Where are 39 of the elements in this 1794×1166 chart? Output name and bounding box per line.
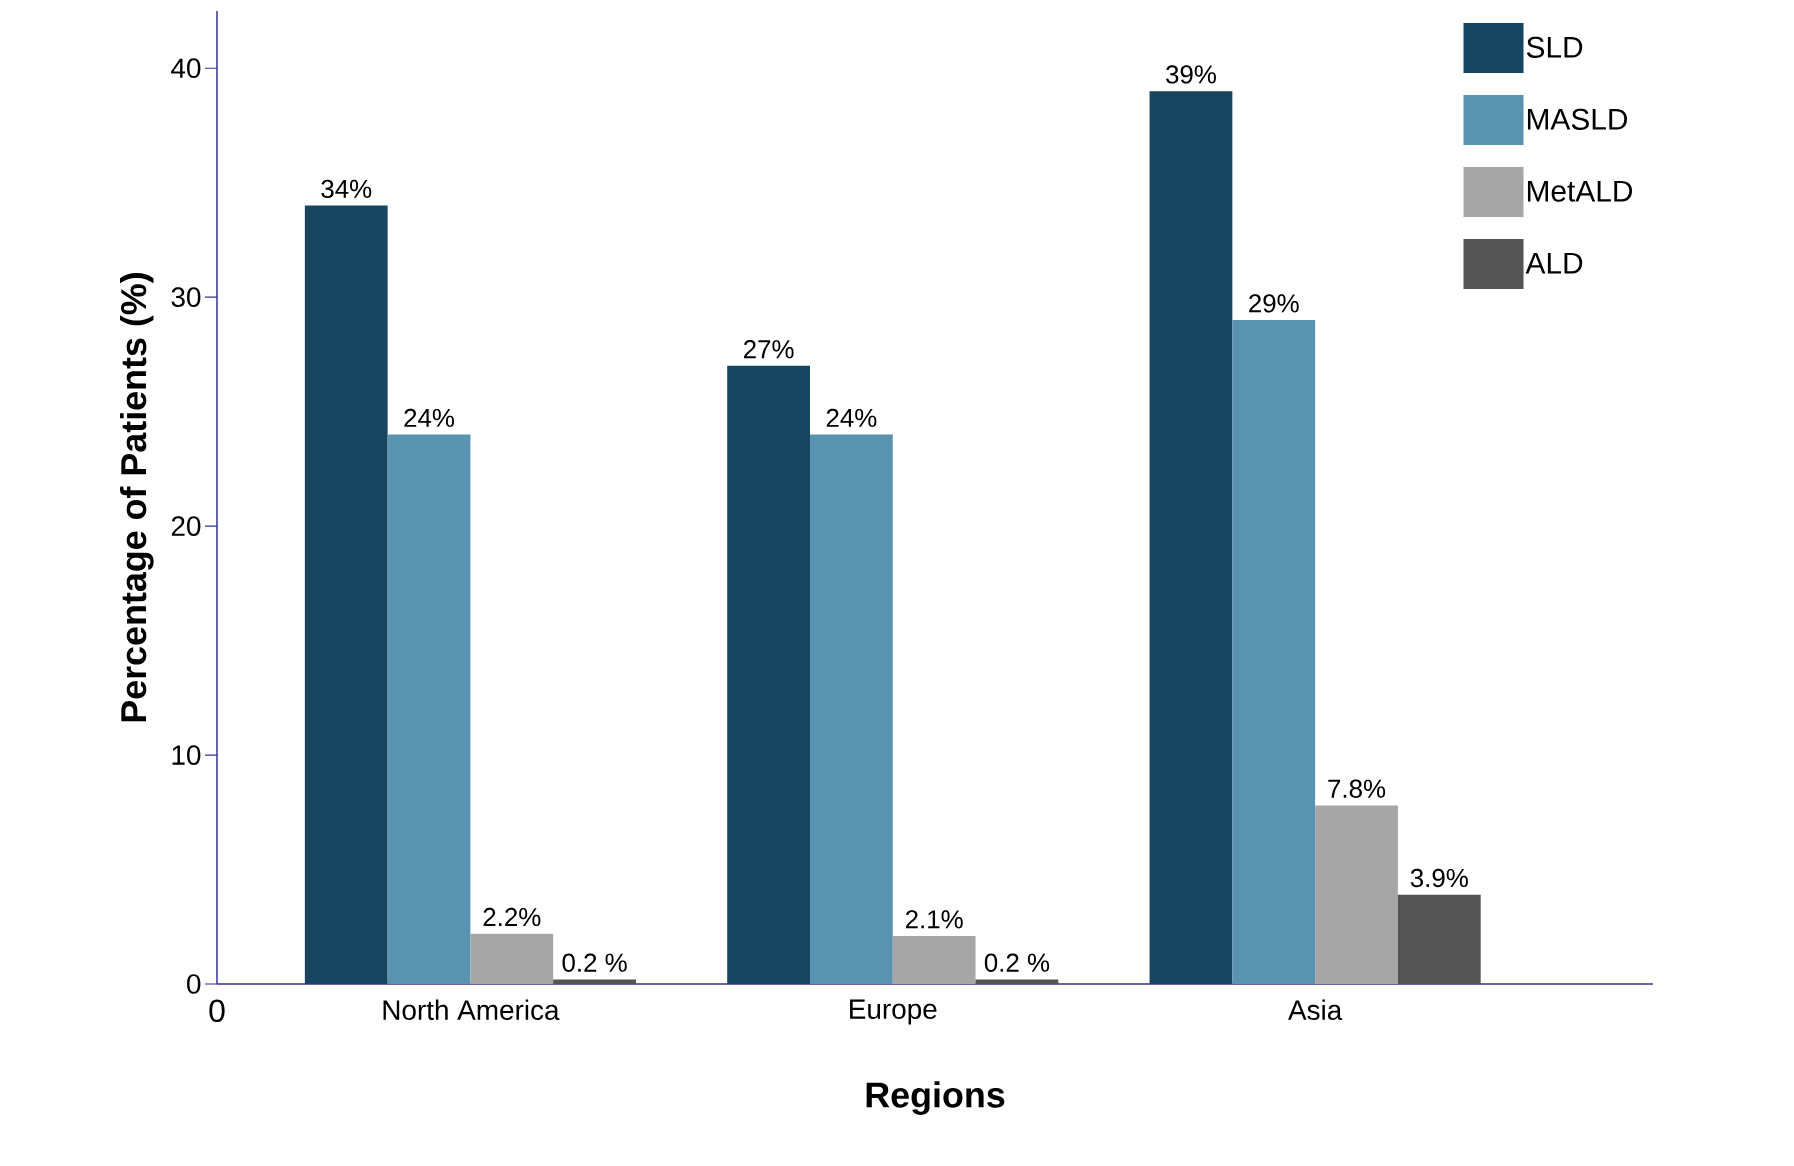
data-label: 7.8% — [1328, 779, 1386, 798]
data-label: 24% — [404, 408, 455, 428]
legend-label: MASLD — [1527, 108, 1628, 130]
x-axis-title: Regions — [866, 1081, 1005, 1115]
bar — [1149, 91, 1233, 984]
bar — [1397, 894, 1481, 984]
data-label: 27% — [743, 340, 794, 359]
data-label: 3.9% — [1410, 868, 1468, 888]
x-tick-label: North America — [383, 999, 560, 1020]
data-label: 0.2 % — [984, 953, 1050, 972]
bar — [809, 434, 893, 984]
bar — [892, 935, 976, 984]
bar — [727, 365, 810, 984]
bar — [304, 205, 388, 984]
y-axis-title: Percentage of Patients (%) — [120, 273, 154, 722]
legend-label: ALD — [1525, 252, 1583, 274]
y-tick-label: 0 — [187, 974, 201, 994]
y-tick-label: 20 — [171, 516, 201, 536]
x-tick-label: Europe — [850, 999, 937, 1025]
y-tick-label: 10 — [172, 745, 201, 765]
legend-label: SLD — [1526, 36, 1583, 58]
data-label: 34% — [321, 179, 372, 199]
legend-label: MetALD — [1527, 180, 1633, 202]
data-label: 39% — [1166, 65, 1216, 84]
data-label: 2.2% — [483, 907, 541, 927]
data-label: 29% — [1249, 294, 1299, 313]
data-label: 2.1% — [905, 910, 963, 929]
data-label: 24% — [826, 408, 877, 428]
y-tick-label: 30 — [171, 287, 201, 308]
y-tick-label: 40 — [171, 58, 201, 79]
bar — [1232, 320, 1316, 984]
bar — [975, 979, 1059, 984]
bar — [470, 933, 554, 984]
text: 0 — [209, 999, 225, 1023]
data-label: 0.2 % — [562, 953, 627, 972]
bar — [1315, 805, 1398, 984]
x-tick-label: Asia — [1288, 999, 1343, 1020]
bar — [553, 979, 636, 984]
bar — [387, 434, 471, 984]
